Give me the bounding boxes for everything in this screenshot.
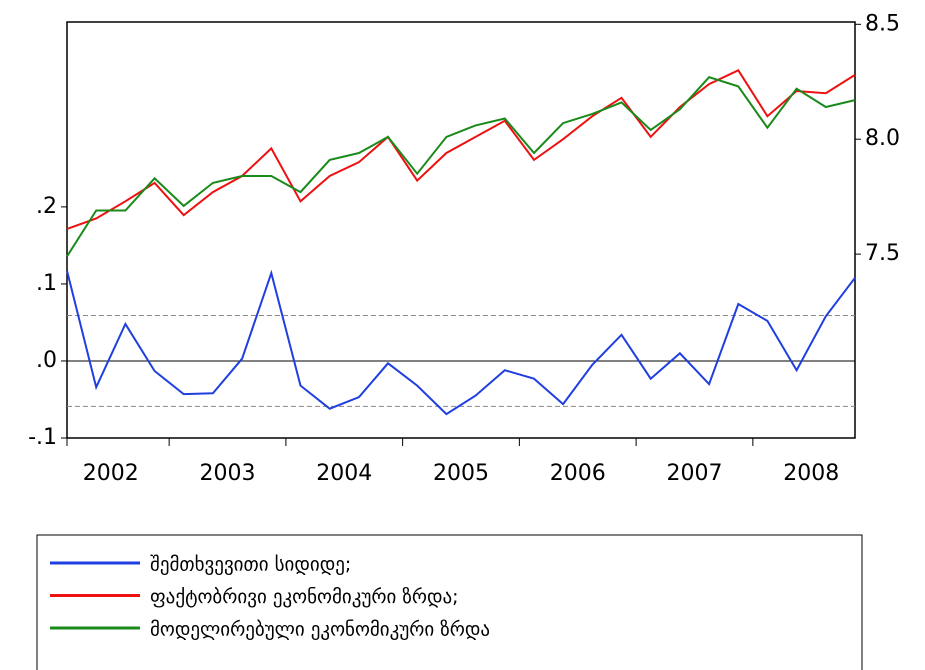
legend-label: ფაქტობრივი ეკონომიკური ზრდა; <box>150 586 459 608</box>
y-tick-label: .1 <box>36 271 57 296</box>
legend-box <box>36 534 863 670</box>
y-tick-label: -.1 <box>28 425 57 450</box>
x-tick-label: 2003 <box>200 461 256 486</box>
series-line <box>66 69 856 230</box>
legend-label: შემთხვევითი სიდიდე; <box>150 554 351 576</box>
x-tick-label: 2008 <box>783 461 839 486</box>
x-tick-label: 2007 <box>666 461 722 486</box>
x-tick-label: 2002 <box>83 461 139 486</box>
series-line <box>66 269 856 416</box>
series-line <box>66 76 856 257</box>
x-tick-label: 2004 <box>316 461 372 486</box>
plot-frame <box>66 21 856 439</box>
y-tick-label: .2 <box>36 194 57 219</box>
y2-tick-label: 7.5 <box>865 241 900 266</box>
x-tick-label: 2006 <box>550 461 606 486</box>
y2-tick-label: 8.5 <box>865 11 900 36</box>
x-tick-label: 2005 <box>433 461 489 486</box>
legend-label: მოდელირებული ეკონომიკური ზრდა <box>150 619 490 641</box>
y2-tick-label: 8.0 <box>865 126 900 151</box>
y-tick-label: .0 <box>36 348 57 373</box>
